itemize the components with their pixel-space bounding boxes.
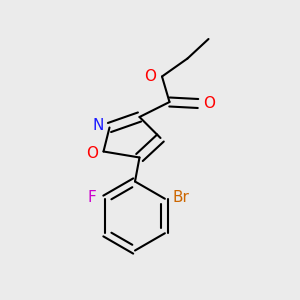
Text: Br: Br [173, 190, 190, 205]
Text: O: O [86, 146, 98, 160]
Text: F: F [87, 190, 96, 205]
Text: O: O [203, 96, 215, 111]
Text: O: O [145, 69, 157, 84]
Text: N: N [92, 118, 104, 134]
